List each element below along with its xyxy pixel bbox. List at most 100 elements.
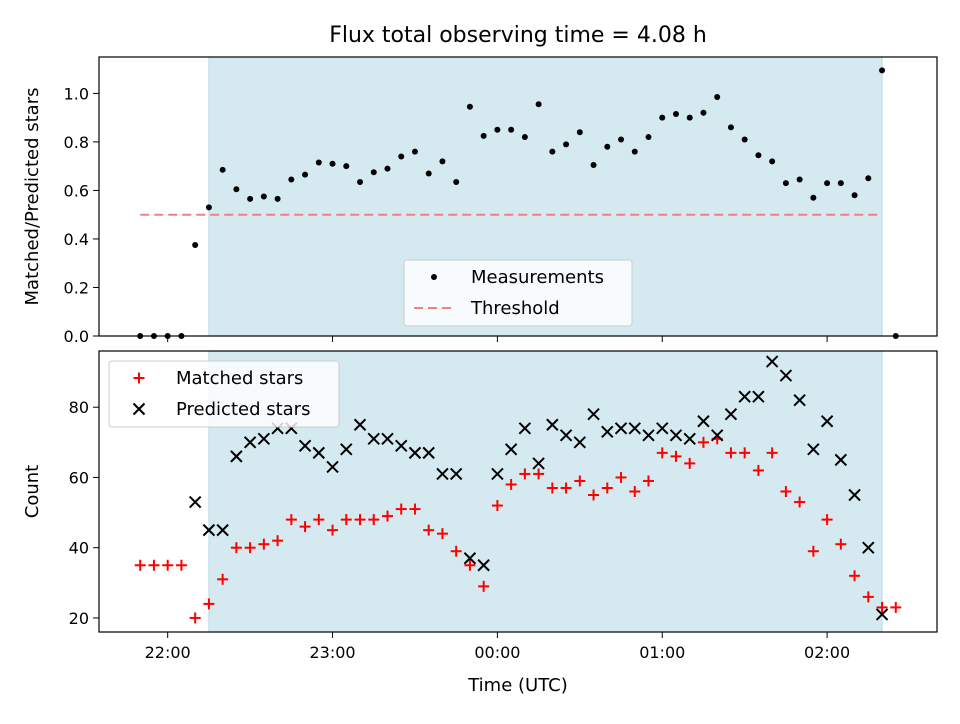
count-panel-xlabel: Time (UTC)	[467, 675, 568, 696]
predicted-star-x-b	[601, 425, 614, 438]
y-tick-label: 0.2	[64, 278, 89, 297]
matched-star-point	[862, 591, 874, 603]
predicted-star-point	[765, 355, 779, 368]
measurement-point	[439, 158, 446, 165]
measurement-point	[466, 103, 473, 110]
predicted-star-point	[793, 393, 806, 407]
predicted-star-point	[546, 418, 559, 431]
matched-star-point	[478, 580, 490, 592]
matched-star-point	[354, 514, 366, 526]
predicted-star-x-b	[752, 390, 765, 403]
predicted-star-point	[326, 460, 339, 474]
measurement-point	[370, 169, 377, 176]
predicted-star-x-b	[188, 495, 202, 509]
predicted-star-point	[491, 467, 504, 481]
predicted-star-x-b	[875, 608, 889, 621]
matched-star-point	[217, 573, 229, 585]
matched-star-point	[244, 542, 256, 554]
matched-star-point	[313, 514, 325, 526]
legend-box	[108, 360, 340, 428]
predicted-star-x-b	[518, 422, 532, 435]
matched-star-point	[299, 521, 311, 533]
predicted-star-point	[614, 422, 628, 435]
measurement-point	[645, 134, 652, 141]
count-panel-frame	[98, 350, 938, 633]
predicted-star-point	[875, 608, 889, 621]
ratio-panel-frame	[98, 56, 938, 337]
predicted-star-point	[669, 429, 683, 442]
predicted-star-x-b	[848, 488, 861, 502]
legend-label: Threshold	[470, 298, 560, 319]
x-tick-label: 23:00	[309, 643, 355, 662]
predicted-star-x-b	[449, 467, 463, 481]
measurement-point	[288, 176, 295, 183]
measurement-point	[425, 170, 432, 177]
predicted-star-point	[353, 418, 367, 431]
matched-star-point	[464, 559, 476, 571]
predicted-star-x-b	[765, 355, 779, 368]
y-tick-label: 0.0	[64, 327, 89, 346]
predicted-star-point	[298, 439, 312, 453]
matched-star-point	[327, 524, 339, 536]
matched-star-point	[601, 482, 613, 494]
matched-star-point	[560, 482, 572, 494]
measurement-point	[824, 180, 831, 187]
predicted-star-point	[834, 453, 848, 467]
predicted-star-x-b	[367, 432, 380, 446]
measurement-point	[535, 101, 542, 108]
measurement-point	[576, 129, 583, 136]
ratio-panel-ylabel: Matched/Predicted stars	[22, 88, 43, 306]
predicted-star-point	[628, 422, 641, 435]
measurement-point	[700, 109, 707, 116]
predicted-star-x-b	[642, 429, 655, 442]
predicted-star-point	[504, 443, 518, 456]
predicted-star-x-b	[834, 453, 848, 467]
predicted-star-x-b	[628, 422, 641, 435]
y-tick-label: 40	[69, 539, 89, 558]
matched-star-point	[450, 545, 462, 557]
matched-star-point	[794, 496, 806, 508]
measurement-point	[205, 204, 212, 211]
predicted-star-x-b	[656, 422, 669, 435]
predicted-star-x-b	[724, 408, 738, 421]
predicted-star-x-b	[697, 415, 710, 428]
matched-star-point	[175, 559, 187, 571]
predicted-star-point	[601, 425, 614, 438]
legend-swatch-measurements	[431, 274, 437, 280]
matched-star-point	[656, 447, 668, 459]
measurement-point	[563, 141, 570, 148]
matched-star-point	[697, 436, 709, 448]
measurement-point	[302, 171, 309, 178]
predicted-star-point	[230, 450, 243, 463]
predicted-star-x-b	[862, 541, 875, 554]
matched-star-point	[409, 503, 421, 515]
predicted-star-x-b	[491, 467, 504, 481]
predicted-star-point	[477, 559, 490, 572]
predicted-star-x-b	[587, 408, 600, 421]
predicted-star-x-b	[230, 450, 243, 463]
measurement-point	[879, 67, 886, 74]
predicted-star-x-b	[683, 432, 696, 446]
matched-star-point	[272, 535, 284, 547]
matched-star-point	[546, 482, 558, 494]
matched-star-point	[670, 450, 682, 462]
predicted-star-point	[395, 439, 408, 453]
predicted-star-point	[436, 467, 449, 481]
matched-star-point	[849, 570, 861, 582]
legend-swatch-predicted-b	[132, 402, 146, 416]
matched-star-point	[629, 486, 641, 497]
predicted-star-x-b	[738, 390, 751, 403]
predicted-star-x-b	[381, 432, 394, 446]
predicted-star-x-b	[793, 393, 806, 407]
measurement-point	[618, 136, 625, 143]
predicted-star-x-b	[326, 460, 339, 474]
matched-star-point	[203, 598, 215, 610]
predicted-star-x-b	[463, 552, 477, 565]
matched-star-point	[505, 478, 517, 490]
matched-star-point	[766, 447, 778, 459]
predicted-star-point	[518, 422, 532, 435]
legend-label: Matched stars	[176, 368, 303, 389]
predicted-star-point	[642, 429, 655, 442]
predicted-star-point	[807, 443, 820, 456]
